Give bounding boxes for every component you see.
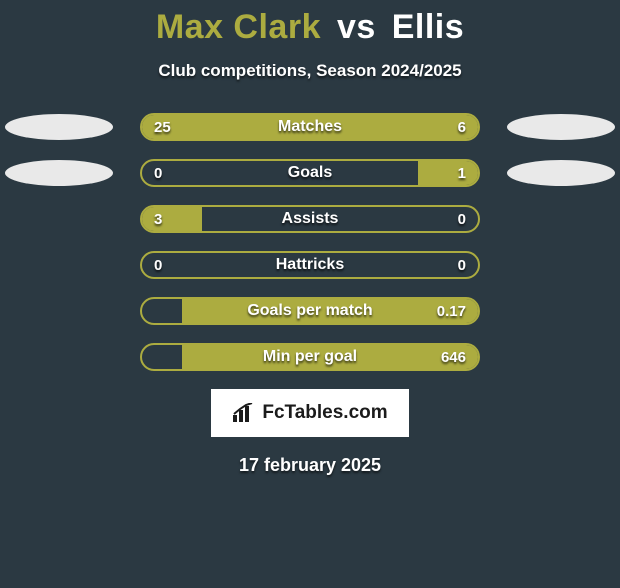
comparison-rows: 256Matches01Goals30Assists00Hattricks0.1… [0, 113, 620, 371]
bar-fill-left [142, 115, 411, 139]
bar-value-right: 0 [458, 253, 466, 277]
subtitle: Club competitions, Season 2024/2025 [0, 61, 620, 81]
date-label: 17 february 2025 [0, 455, 620, 476]
comparison-row: 30Assists [0, 205, 620, 233]
player2-badge [507, 114, 615, 140]
comparison-row: 256Matches [0, 113, 620, 141]
bar-fill-right [182, 299, 478, 323]
comparison-row: 0 0Hattricks [0, 251, 620, 279]
comparison-row: 01Goals [0, 159, 620, 187]
player2-badge [507, 160, 615, 186]
comparison-row: 0.17Goals per match [0, 297, 620, 325]
player1-badge [5, 114, 113, 140]
bar-value-left: 0 [154, 161, 162, 185]
bar-track: 0.17Goals per match [140, 297, 480, 325]
page-title: Max Clark vs Ellis [0, 8, 620, 47]
bar-fill-right [411, 115, 478, 139]
bar-track: 646Min per goal [140, 343, 480, 371]
player1-badge [5, 160, 113, 186]
logo-box: FcTables.com [211, 389, 409, 437]
bar-fill-right [182, 345, 478, 369]
comparison-row: 646Min per goal [0, 343, 620, 371]
bar-track: 30Assists [140, 205, 480, 233]
bar-track: 0 0Hattricks [140, 251, 480, 279]
bar-fill-left [142, 207, 202, 231]
bar-track: 01Goals [140, 159, 480, 187]
title-player2: Ellis [392, 8, 464, 46]
title-player1: Max Clark [156, 8, 321, 46]
bar-chart-icon [232, 403, 256, 423]
bar-value-right: 0 [458, 207, 466, 231]
logo-text: FcTables.com [262, 402, 387, 424]
title-vs: vs [337, 8, 376, 46]
bar-label: Hattricks [142, 253, 478, 277]
bar-fill-right [418, 161, 478, 185]
bar-value-left: 0 [154, 253, 162, 277]
bar-track: 256Matches [140, 113, 480, 141]
